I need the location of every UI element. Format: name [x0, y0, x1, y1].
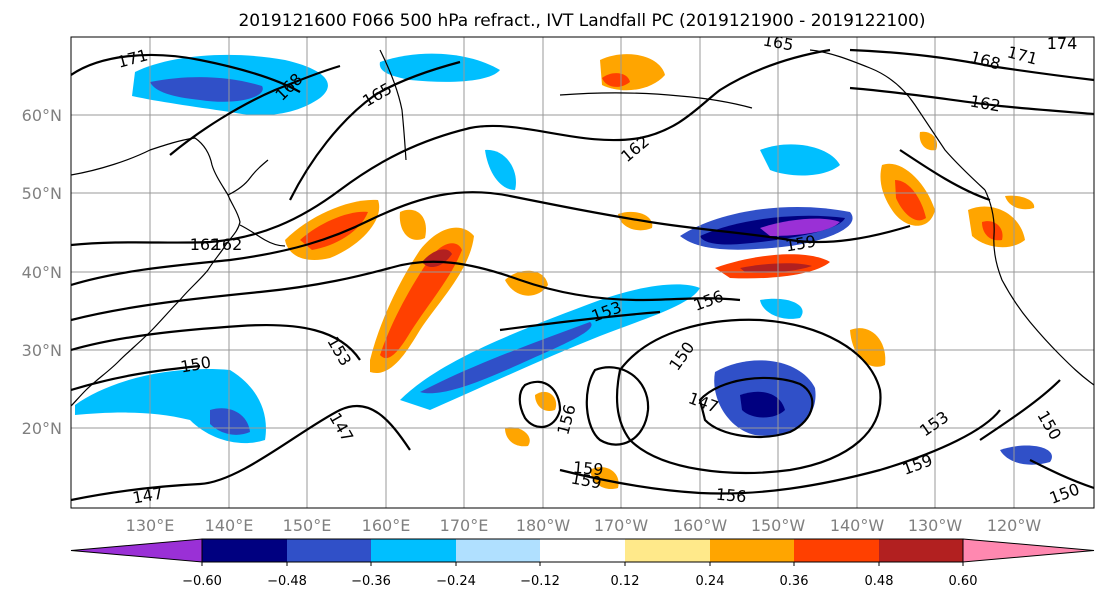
contour-label: 162 [212, 235, 243, 254]
lon-tick-label: 160°E [362, 516, 411, 535]
contour-sw-loop [518, 380, 562, 428]
pos-patch-small3 [590, 467, 619, 490]
colorbar-tick-label: 0.60 [949, 574, 978, 589]
lon-tick-label: 180°W [516, 516, 571, 535]
colorbar-tick-label: 0.36 [780, 574, 809, 589]
colorbar-swatch [710, 539, 794, 562]
coast-namerica [984, 189, 1094, 386]
contour-label: 162 [190, 235, 221, 254]
colorbar-tick-label: −0.36 [351, 574, 391, 589]
lat-tick-label: 40°N [22, 263, 62, 282]
neg-patch-band-core [420, 322, 592, 394]
contour-ne [849, 48, 1094, 116]
pos-patch-upper-n [399, 209, 426, 240]
colorbar-tick-label: −0.12 [520, 574, 560, 589]
neg-patch-mid [485, 149, 516, 190]
colorbar-outline [201, 538, 964, 563]
colorbar-swatch [879, 539, 963, 562]
colorbar-tick-label: −0.60 [182, 574, 222, 589]
contour-east [899, 149, 1094, 490]
lon-tick-label: 170°W [594, 516, 649, 535]
lon-tick-label: 140°E [205, 516, 254, 535]
contour-label: 165 [762, 31, 795, 55]
pos-patch-jet-s-core [740, 263, 812, 273]
pos-patch-small1 [618, 211, 653, 231]
lon-tick-label: 150°W [751, 516, 806, 535]
colorbar-tick-label: 0.48 [865, 574, 894, 589]
pos-patch-small2 [535, 391, 557, 411]
colorbar-swatch [371, 539, 456, 562]
figure-title: 2019121600 F066 500 hPa refract., IVT La… [238, 11, 925, 31]
lon-tick-label: 130°E [126, 516, 175, 535]
pos-patch-small5 [1005, 195, 1035, 210]
colorbar-extend-max [962, 538, 1095, 563]
lon-tick-label: 130°W [908, 516, 963, 535]
coast-alaska [809, 49, 986, 191]
pos-patch-coast-core [895, 180, 926, 221]
lon-tick-label: 170°E [440, 516, 489, 535]
coast-aleutians [559, 92, 753, 109]
latitude-tick-labels: 60°N 50°N 40°N 30°N 20°N [22, 106, 62, 438]
svg-text:162: 162 [190, 235, 221, 254]
lat-tick-label: 30°N [22, 341, 62, 360]
lon-tick-label: 160°W [673, 516, 728, 535]
pos-patch-small6 [919, 131, 938, 151]
coast-kamchatka [379, 49, 407, 161]
svg-text:159: 159 [572, 458, 604, 480]
contour-s-loop [585, 366, 650, 446]
coast-japan [227, 159, 286, 247]
svg-text:174: 174 [1047, 34, 1078, 53]
height-contours [71, 48, 1094, 502]
colorbar-tick-label: −0.48 [267, 574, 307, 589]
contour-label: 159 [572, 458, 604, 480]
lat-tick-label: 20°N [22, 419, 62, 438]
colorbar-swatch [625, 539, 710, 562]
map-frame [70, 36, 1095, 509]
contour-label: 156 [715, 485, 747, 507]
neg-patch-ne [760, 144, 840, 176]
neg-patch-nw-core [150, 77, 263, 102]
pos-patch-small4 [505, 427, 530, 447]
contour-171 [71, 53, 301, 93]
lon-tick-label: 150°E [283, 516, 332, 535]
contour-147 [698, 376, 814, 438]
pos-patch-calif-core [982, 221, 1003, 241]
contour-165 [289, 60, 461, 201]
colorbar: −0.60 −0.48 −0.36 −0.24 −0.12 0.12 0.24 0.36 0.4… [70, 538, 1095, 589]
lat-tick-label: 60°N [22, 106, 62, 125]
colorbar-extend-min [70, 538, 203, 563]
colorbar-swatch [287, 539, 371, 562]
contour-label: 174 [1047, 34, 1078, 53]
neg-patch-mid2 [760, 298, 803, 319]
longitude-tick-labels: 130°E 140°E 150°E 160°E 170°E 180°W 170°W 160°W… [126, 516, 1042, 535]
neg-patch-jet-max [760, 218, 840, 236]
contour-147w [71, 404, 411, 502]
colorbar-swatch [794, 539, 879, 562]
lat-tick-label: 50°N [22, 184, 62, 203]
contour-168 [169, 64, 341, 156]
colorbar-swatch [202, 539, 287, 562]
contour-156 [71, 260, 741, 322]
contour-159 [71, 191, 911, 287]
contour-162 [71, 48, 831, 247]
neg-patch-sw-small [1000, 445, 1052, 465]
pos-patch-east [850, 328, 886, 367]
colorbar-tick-label: 0.12 [611, 574, 640, 589]
svg-text:156: 156 [715, 485, 747, 507]
contour-153 [71, 310, 661, 361]
colorbar-swatch [540, 539, 625, 562]
lon-tick-label: 120°W [987, 516, 1042, 535]
contour-outer-s [559, 409, 1001, 495]
colorbar-tick-label: −0.24 [436, 574, 476, 589]
lon-tick-label: 140°W [830, 516, 885, 535]
pos-patch-kuroshio-core [300, 211, 368, 250]
colorbar-tick-label: 0.24 [696, 574, 725, 589]
svg-text:162: 162 [212, 235, 243, 254]
neg-patch-south-core [740, 391, 785, 418]
colorbar-swatch [456, 539, 540, 562]
pos-patch-aleut-core [602, 73, 630, 87]
svg-text:165: 165 [762, 31, 795, 55]
